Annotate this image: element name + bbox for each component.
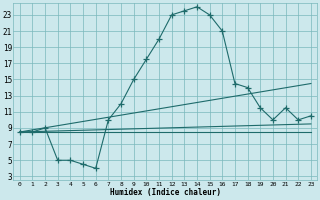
X-axis label: Humidex (Indice chaleur): Humidex (Indice chaleur) xyxy=(110,188,221,197)
